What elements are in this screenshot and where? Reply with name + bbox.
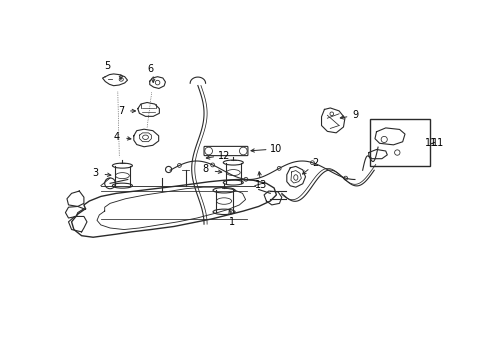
Ellipse shape [343,176,347,180]
Bar [369,119,429,166]
Ellipse shape [210,163,214,167]
Ellipse shape [310,161,314,165]
Text: 13: 13 [254,180,266,190]
Text: 11: 11 [431,138,443,148]
Text: 12: 12 [218,150,230,161]
Ellipse shape [277,166,281,170]
Text: 6: 6 [147,64,154,73]
Text: 4: 4 [114,132,120,142]
Text: 5: 5 [103,61,110,71]
Text: 1: 1 [228,217,234,227]
Text: 8: 8 [202,165,208,175]
Text: 7: 7 [118,106,124,116]
Text: 10: 10 [270,144,282,154]
Ellipse shape [244,177,247,181]
Text: 3: 3 [92,168,98,178]
Ellipse shape [177,163,181,167]
Text: 9: 9 [352,110,358,120]
Text: 2: 2 [311,158,317,168]
Text: 11: 11 [424,138,436,148]
